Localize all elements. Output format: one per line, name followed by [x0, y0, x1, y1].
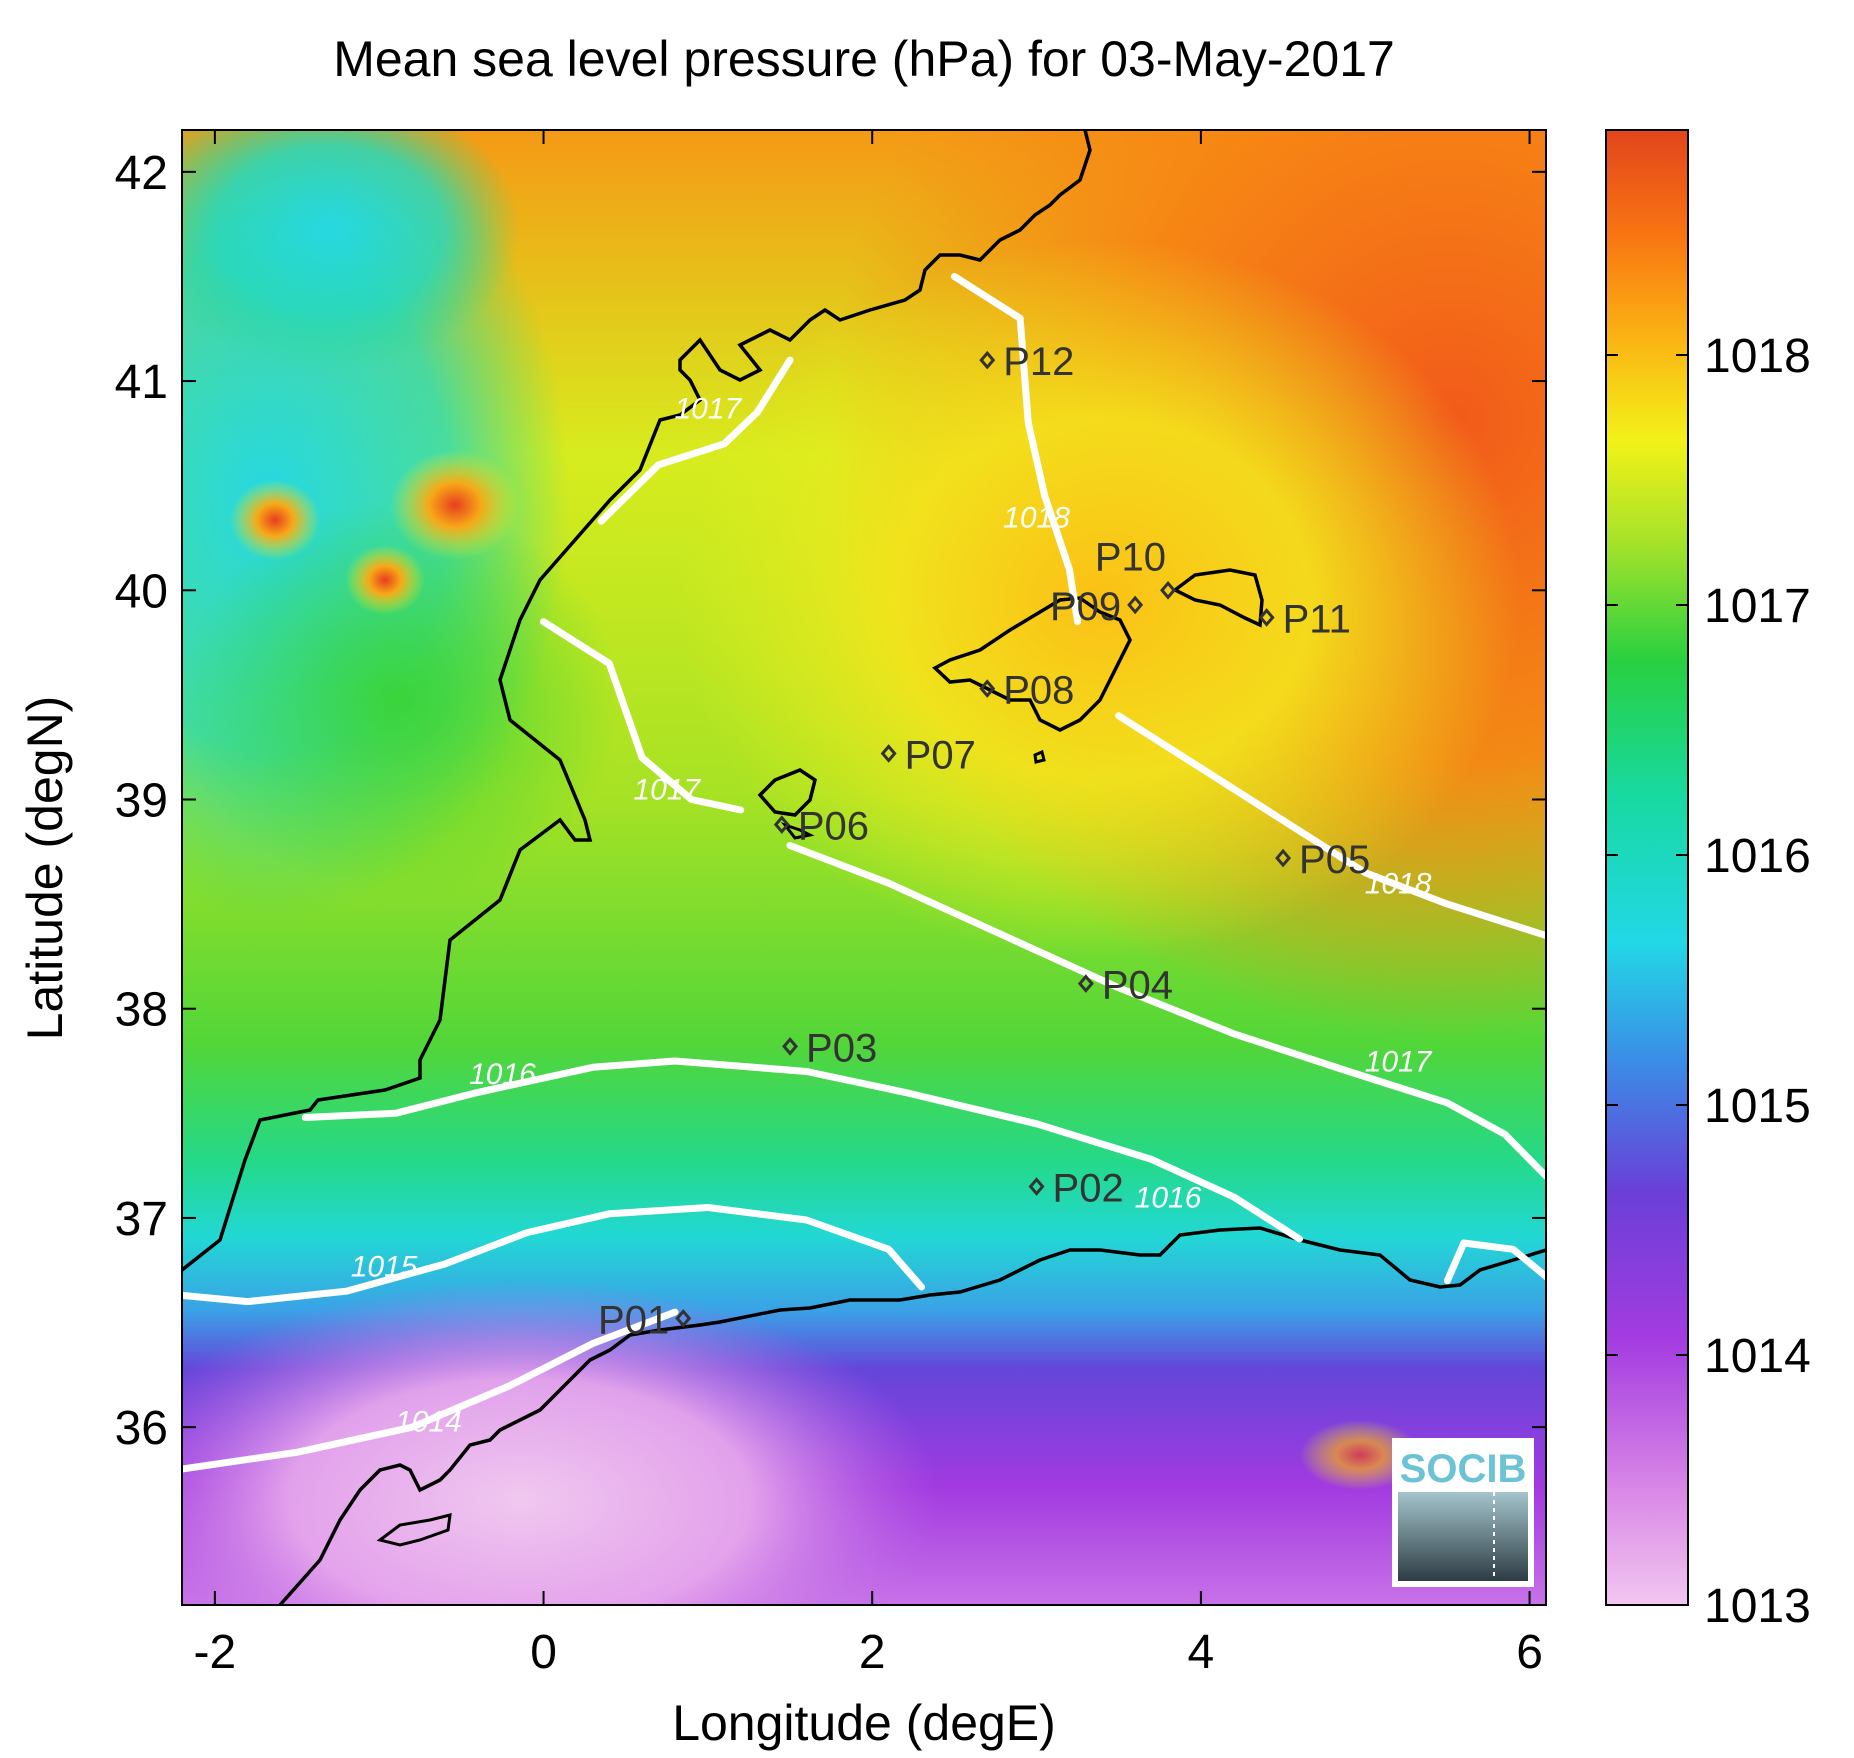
x-tick-label: 2: [859, 1626, 886, 1679]
x-tick-label: 4: [1188, 1626, 1215, 1679]
map-plot-area: 1014 1015 1016 1016 1017 1017 1017 1018 1018 P01…: [182, 130, 1546, 1605]
yellow-pressure-area: [680, 240, 1520, 960]
station-label: P11: [1283, 597, 1351, 641]
station-marker: [1275, 848, 1292, 868]
y-axis-label: Latitude (degN): [17, 696, 73, 1041]
y-tick-label: 40: [115, 565, 168, 618]
logo-text: SOCIB: [1400, 1447, 1527, 1491]
isobar-label: 1018: [1365, 868, 1432, 901]
station-marker: [979, 679, 996, 698]
plot-frame: [181, 129, 1547, 1606]
station-marker: [1160, 580, 1176, 600]
station-marker: [1127, 595, 1144, 615]
station-label: P09: [1050, 585, 1121, 629]
coastline-iberia: [182, 130, 1092, 1272]
station-label: P07: [905, 733, 976, 777]
local-high-spot-3: [230, 480, 320, 560]
y-axis: 36 37 38 39 40 41 42: [115, 147, 1546, 1455]
island-alboran: [376, 1513, 452, 1547]
colorbar: 1013 1014 1015 1016 1017 1018: [1605, 129, 1811, 1633]
isobar-line: [182, 1308, 679, 1473]
x-axis-label: Longitude (degE): [672, 1695, 1056, 1751]
low-pressure-area: [182, 1280, 940, 1605]
isobar-line: [1443, 1239, 1546, 1285]
island-ibiza: [757, 768, 817, 817]
station-marker: [880, 744, 897, 763]
isobar-line: [182, 1204, 925, 1306]
station-marker: [1258, 608, 1275, 627]
y-tick-label: 38: [115, 984, 168, 1037]
isobar-contours: 1014 1015 1016 1016 1017 1017 1017 1018 1018: [182, 273, 1546, 1473]
green-pressure-area: [182, 500, 620, 900]
colorbar-tick-label: 1013: [1704, 1580, 1811, 1633]
isobar-line: [597, 356, 794, 525]
socib-logo: SOCIB: [1392, 1438, 1534, 1587]
colorbar-tick-label: 1014: [1704, 1330, 1811, 1383]
colorbar-scale: [1605, 129, 1689, 1606]
isobar-label: 1015: [351, 1251, 418, 1284]
station-marker: [675, 1309, 692, 1328]
station-label: P04: [1102, 964, 1173, 1008]
colorbar-ticks: 1013 1014 1015 1016 1017 1018: [1606, 330, 1811, 1633]
x-tick-label: -2: [194, 1626, 237, 1679]
station-label: P10: [1095, 535, 1166, 579]
isobar-label: 1016: [469, 1058, 536, 1091]
y-tick-label: 42: [115, 147, 168, 200]
y-tick-label: 41: [115, 356, 168, 409]
colorbar-tick-label: 1016: [1704, 830, 1811, 883]
colorbar-tick-label: 1015: [1704, 1080, 1811, 1133]
x-tick-label: 6: [1516, 1626, 1543, 1679]
cyan-pressure-area-nw: [182, 130, 520, 370]
isobar-line: [1115, 712, 1546, 939]
station-marker: [1077, 974, 1094, 993]
island-cabrera: [1033, 749, 1046, 764]
y-tick-label: 36: [115, 1402, 168, 1455]
local-high-spot-se: [1300, 1420, 1420, 1490]
local-high-spot: [390, 450, 520, 560]
x-axis: -2 0 2 4 6: [194, 130, 1543, 1679]
station-label: P01: [598, 1298, 669, 1342]
isobar-line: [786, 842, 1546, 1180]
isobar-label: 1017: [675, 393, 743, 426]
station-label: P12: [1003, 340, 1074, 384]
island-formentera: [780, 822, 815, 840]
island-mallorca: [932, 596, 1132, 732]
isobar-line: [950, 273, 1082, 626]
isobar-label: 1017: [633, 774, 701, 807]
local-high-spot-2: [345, 545, 425, 615]
chart-title: Mean sea level pressure (hPa) for 03-May…: [333, 31, 1395, 87]
y-tick-label: 39: [115, 775, 168, 828]
station-label: P02: [1053, 1167, 1124, 1211]
colorbar-tick-label: 1018: [1704, 330, 1811, 383]
coastline-north-africa: [278, 1226, 1546, 1605]
isobar-label: 1014: [395, 1405, 462, 1438]
isobar-line: [301, 1057, 1303, 1243]
y-tick-label: 37: [115, 1193, 168, 1246]
isobar-label: 1016: [1135, 1181, 1202, 1214]
station-marker: [979, 350, 996, 370]
island-menorca: [1171, 568, 1264, 628]
isobar-label: 1017: [1365, 1045, 1433, 1078]
station-label: P06: [798, 805, 869, 849]
station-label: P08: [1003, 669, 1074, 713]
station-marker: [773, 815, 790, 834]
station-markers: P01 P02 P03 P04 P05 P06 P07 P08 P09 P10 P11 P12: [598, 340, 1370, 1342]
station-label: P03: [806, 1026, 877, 1070]
station-marker: [782, 1037, 799, 1056]
colorbar-tick-label: 1017: [1704, 580, 1811, 633]
x-tick-label: 0: [530, 1626, 557, 1679]
isobar-label: 1018: [1003, 502, 1070, 535]
isobar-line: [540, 618, 745, 814]
station-label: P05: [1299, 838, 1370, 882]
station-marker: [1028, 1177, 1045, 1196]
